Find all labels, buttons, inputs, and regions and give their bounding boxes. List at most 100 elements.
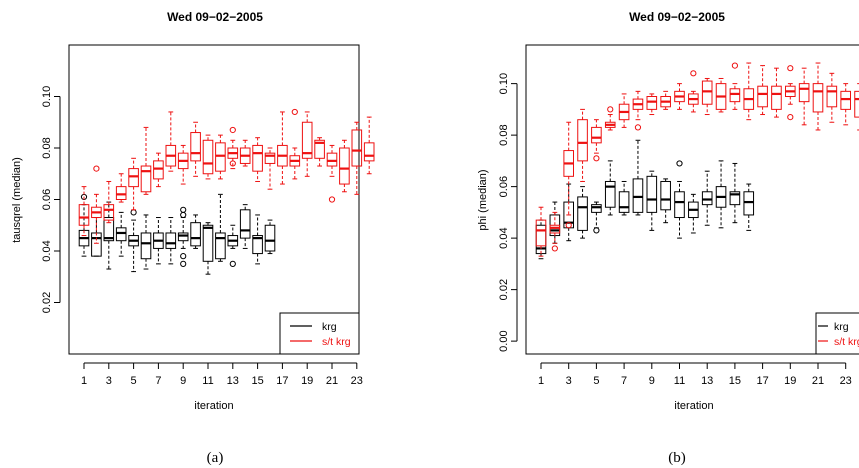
series-stkrg <box>535 62 859 257</box>
box-body <box>115 227 127 242</box>
box-body <box>339 147 350 185</box>
outlier-point <box>551 245 558 252</box>
y-tick-label: 0.08 <box>498 124 510 145</box>
x-axis-label: iteration <box>674 400 713 412</box>
legend-label-krg: krg <box>834 321 849 333</box>
box-krg-6 <box>140 214 152 270</box>
x-axis-label: iteration <box>194 400 233 412</box>
outlier-point <box>565 222 572 229</box>
box-body <box>190 222 201 247</box>
y-axis-label: phi (median) <box>477 169 489 230</box>
box-krg-13 <box>701 170 713 226</box>
box-stkrg-8 <box>632 90 644 131</box>
x-axis: 1 3 5 7 9 11 13 15 17 19 21 23 <box>538 362 852 387</box>
box-krg-15 <box>252 214 263 265</box>
outlier-point <box>593 155 600 162</box>
chart-title: Wed 09−02−2005 <box>629 10 725 24</box>
box-body <box>701 191 713 206</box>
legend: krg s/t krg <box>815 312 859 355</box>
x-tick-label: 7 <box>621 375 627 387</box>
outlier-point <box>787 114 794 121</box>
outlier-point <box>229 160 236 167</box>
y-axis-label: tausqrel (median) <box>11 157 23 243</box>
box-stkrg-3 <box>563 121 575 229</box>
box-stkrg-20 <box>798 67 810 126</box>
box-krg-6 <box>604 160 616 216</box>
outlier-point <box>130 209 137 216</box>
box-stkrg-1 <box>535 206 547 257</box>
box-stkrg-17 <box>277 111 288 185</box>
box-stkrg-16 <box>743 62 755 121</box>
box-body <box>91 232 102 257</box>
box-stkrg-10 <box>660 90 671 110</box>
y-tick-label: 0.02 <box>41 292 53 313</box>
box-body <box>812 83 824 113</box>
box-stkrg-17 <box>757 65 768 116</box>
legend-label-stkrg: s/t krg <box>834 336 859 348</box>
outlier-point <box>291 108 298 116</box>
x-tick-label: 9 <box>180 375 186 387</box>
outlier-point <box>180 206 187 213</box>
y-tick-label: 0.04 <box>498 227 510 248</box>
box-krg-4 <box>577 186 588 239</box>
box-stkrg-9 <box>646 93 658 116</box>
x-tick-label: 17 <box>756 375 768 387</box>
box-body <box>165 232 177 249</box>
box-stkrg-19 <box>785 65 796 121</box>
box-krg-14 <box>715 160 727 229</box>
y-axis: 0.02 0.04 0.06 0.08 0.10 <box>41 86 61 313</box>
legend: krg s/t krg <box>279 312 360 355</box>
box-krg-8 <box>632 139 644 216</box>
outlier-point <box>328 196 336 203</box>
box-body <box>840 90 852 110</box>
box-body <box>604 180 616 208</box>
outlier-point <box>180 211 187 219</box>
box-stkrg-4 <box>115 173 127 203</box>
box-body <box>729 191 741 206</box>
series-krg <box>535 139 755 260</box>
box-body <box>549 224 561 234</box>
box-krg-5 <box>128 209 139 273</box>
x-tick-label: 13 <box>701 375 713 387</box>
box-body <box>103 217 115 242</box>
box-body <box>743 191 755 216</box>
box-body <box>591 204 602 213</box>
box-krg-10 <box>660 178 671 224</box>
box-stkrg-22 <box>826 72 838 123</box>
box-body <box>153 160 164 180</box>
box-krg-10 <box>190 214 201 249</box>
box-krg-11 <box>674 160 685 239</box>
box-stkrg-22 <box>339 139 350 193</box>
box-stkrg-23 <box>351 121 363 195</box>
plot-frame <box>525 44 859 355</box>
box-krg-5 <box>591 201 602 234</box>
y-tick-label: 0.08 <box>41 137 53 158</box>
legend-box <box>815 312 859 355</box>
box-body <box>757 85 768 108</box>
y-tick-label: 0.04 <box>41 240 53 261</box>
x-tick-label: 7 <box>155 375 161 387</box>
box-body <box>239 209 251 239</box>
x-tick-label: 1 <box>538 375 544 387</box>
box-body <box>826 85 838 108</box>
outlier-point <box>93 165 100 172</box>
panel-b: Wed 09−02−2005 1 3 5 7 9 11 13 15 17 19 21 23 0.000… <box>477 10 859 466</box>
plot-marks <box>78 108 375 275</box>
box-body <box>591 126 602 144</box>
legend-box <box>279 312 360 355</box>
outlier-point <box>676 160 683 167</box>
box-body <box>202 139 214 175</box>
caption-a: (a) <box>207 450 224 466</box>
plot-marks <box>535 62 859 260</box>
box-krg-16 <box>743 183 755 231</box>
chart-title: Wed 09−02−2005 <box>167 10 263 24</box>
box-stkrg-10 <box>190 121 201 177</box>
x-tick-label: 3 <box>566 375 572 387</box>
box-krg-15 <box>729 162 741 224</box>
outlier-point <box>731 62 739 69</box>
x-tick-label: 19 <box>784 375 796 387</box>
box-body <box>618 191 630 213</box>
box-body <box>363 142 375 162</box>
box-stkrg-12 <box>688 70 699 113</box>
box-stkrg-1 <box>78 186 90 237</box>
